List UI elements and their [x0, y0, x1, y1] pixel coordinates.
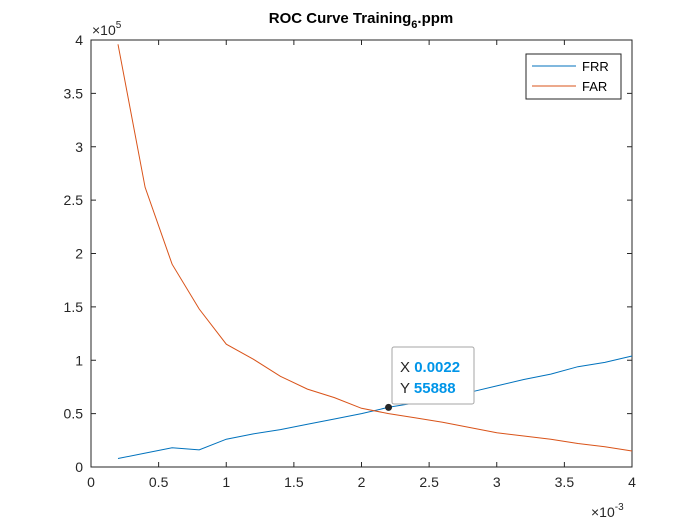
- x-tick-label: 1: [222, 474, 230, 490]
- datatip-x-value: 0.0022: [414, 359, 460, 376]
- datatip-marker[interactable]: [385, 403, 393, 411]
- y-tick-label: 1: [75, 352, 83, 368]
- series-layer: [117, 44, 633, 459]
- y-tick-label: 2: [75, 246, 83, 262]
- y-tick-label: 2.5: [64, 192, 84, 208]
- datatip-y-row: Y 55888: [400, 380, 456, 397]
- chart-title: ROC Curve Training6.ppm: [269, 10, 454, 31]
- y-axis: 0 0.5 1 1.5 2 2.5 3 3.5 4: [64, 32, 632, 475]
- y-tick-label: 3: [75, 139, 83, 155]
- x-tick-label: 0.5: [149, 474, 169, 490]
- y-tick-label: 3.5: [64, 85, 84, 101]
- legend-label-frr: FRR: [582, 59, 609, 74]
- x-tick-label: 0: [87, 474, 95, 490]
- y-tick-label: 0: [75, 459, 83, 475]
- x-axis: 0 0.5 1 1.5 2 2.5 3 3.5 4: [87, 40, 636, 490]
- x-exponent-label: ×10-3: [591, 502, 624, 520]
- datatip-box: [391, 346, 475, 405]
- y-exponent-label: ×105: [92, 20, 122, 38]
- x-tick-label: 2: [358, 474, 366, 490]
- x-tick-label: 2.5: [419, 474, 439, 490]
- datatip-y-value: 55888: [414, 380, 456, 397]
- datatip-x-row: X 0.0022: [400, 359, 460, 376]
- x-tick-label: 4: [628, 474, 636, 490]
- series-line-far: [117, 44, 633, 452]
- chart-title-subscript: 6: [411, 19, 417, 31]
- x-tick-label: 3: [493, 474, 501, 490]
- datatip[interactable]: X 0.0022 Y 55888: [385, 346, 475, 411]
- x-tick-label: 1.5: [284, 474, 304, 490]
- legend-label-far: FAR: [582, 79, 607, 94]
- y-tick-label: 4: [75, 32, 83, 48]
- y-tick-label: 1.5: [64, 299, 84, 315]
- legend: FRR FAR: [525, 53, 622, 100]
- y-tick-label: 0.5: [64, 406, 84, 422]
- plot-area: [90, 39, 633, 468]
- x-tick-label: 3.5: [555, 474, 575, 490]
- legend-box: [525, 53, 622, 100]
